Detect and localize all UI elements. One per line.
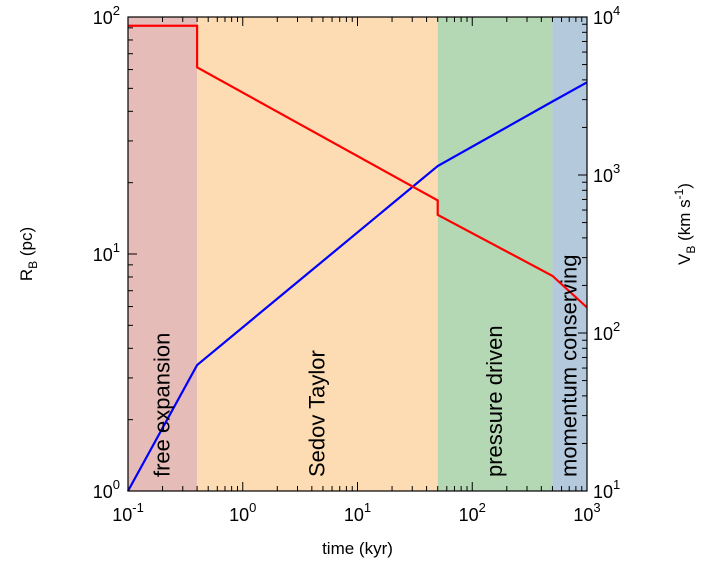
x-tick-label: 103	[573, 500, 600, 525]
y-axis-right-label-sup: -1	[672, 188, 686, 199]
y-right-tick-label: 102	[593, 319, 620, 344]
phase-regions	[128, 17, 587, 491]
y-axis-right-label: VB (km s-1)	[672, 183, 698, 265]
y-axis-left-label-rest: (pc)	[17, 227, 36, 261]
y-axis-right-label-sub: B	[684, 246, 698, 254]
x-tick-label: 102	[459, 500, 486, 525]
y-right-tick-label: 104	[593, 3, 620, 28]
phase-label-2: pressure driven	[482, 325, 507, 477]
y-left-tick-label: 101	[93, 240, 120, 265]
series-line-velocity	[128, 24, 588, 309]
y-right-tick-label-base: 10	[593, 324, 613, 344]
y-left-tick-label: 102	[93, 3, 120, 28]
y-right-tick-label-exponent: 1	[613, 477, 620, 492]
phase-label-0: free expansion	[150, 333, 175, 477]
phase-region-1	[197, 17, 438, 491]
y-axis-right-label-close: )	[675, 183, 694, 189]
y-left-tick-label: 100	[93, 477, 120, 502]
x-tick-label-exponent: 2	[479, 500, 486, 515]
x-tick-label-exponent: -1	[132, 500, 144, 515]
x-tick-label-base: 10	[112, 505, 132, 525]
phase-labels: free expansion Sedov Taylor pressure drive…	[150, 254, 582, 477]
x-tick-label: 100	[229, 500, 256, 525]
x-tick-label-base: 10	[344, 505, 364, 525]
y-axis-left-label-sub: B	[26, 261, 40, 269]
phase-region-3	[552, 17, 587, 491]
y-left-tick-label-exponent: 1	[113, 240, 120, 255]
x-tick-label: 101	[344, 500, 371, 525]
x-axis-label: time (kyr)	[322, 539, 393, 558]
x-tick-label-exponent: 0	[249, 500, 256, 515]
x-tick-label-exponent: 3	[593, 500, 600, 515]
x-tick-label-exponent: 1	[364, 500, 371, 515]
series-line-radius	[127, 81, 588, 492]
phase-label-1: Sedov Taylor	[304, 350, 329, 477]
x-tick-label-base: 10	[459, 505, 479, 525]
y-right-tick-label-base: 10	[593, 166, 613, 186]
x-tick-label-base: 10	[229, 505, 249, 525]
y-left-tick-label-base: 10	[93, 245, 113, 265]
y-left-tick-label-exponent: 0	[113, 477, 120, 492]
x-tick-label-base: 10	[573, 505, 593, 525]
data-lines	[127, 24, 588, 492]
y-right-tick-label-exponent: 2	[613, 319, 620, 334]
y-axis-left-label-main: R	[17, 269, 36, 281]
phase-label-3: momentum conserving	[557, 254, 582, 477]
y-right-tick-label-exponent: 3	[613, 161, 620, 176]
y-right-tick-label-exponent: 4	[613, 3, 620, 18]
y-axis-right-label-rest: (km s	[675, 199, 694, 245]
x-tick-label: 10-1	[112, 500, 144, 525]
y-axis-left-label: RB (pc)	[17, 227, 40, 281]
y-left-tick-label-base: 10	[93, 482, 113, 502]
y-left-tick-label-exponent: 2	[113, 3, 120, 18]
phase-region-0	[128, 17, 198, 491]
y-axis-right-label-main: V	[675, 253, 694, 265]
phase-region-2	[437, 17, 553, 491]
y-left-tick-label-base: 10	[93, 8, 113, 28]
y-right-tick-label: 101	[593, 477, 620, 502]
y-right-tick-label-base: 10	[593, 482, 613, 502]
y-right-tick-label: 103	[593, 161, 620, 186]
y-right-tick-label-base: 10	[593, 8, 613, 28]
